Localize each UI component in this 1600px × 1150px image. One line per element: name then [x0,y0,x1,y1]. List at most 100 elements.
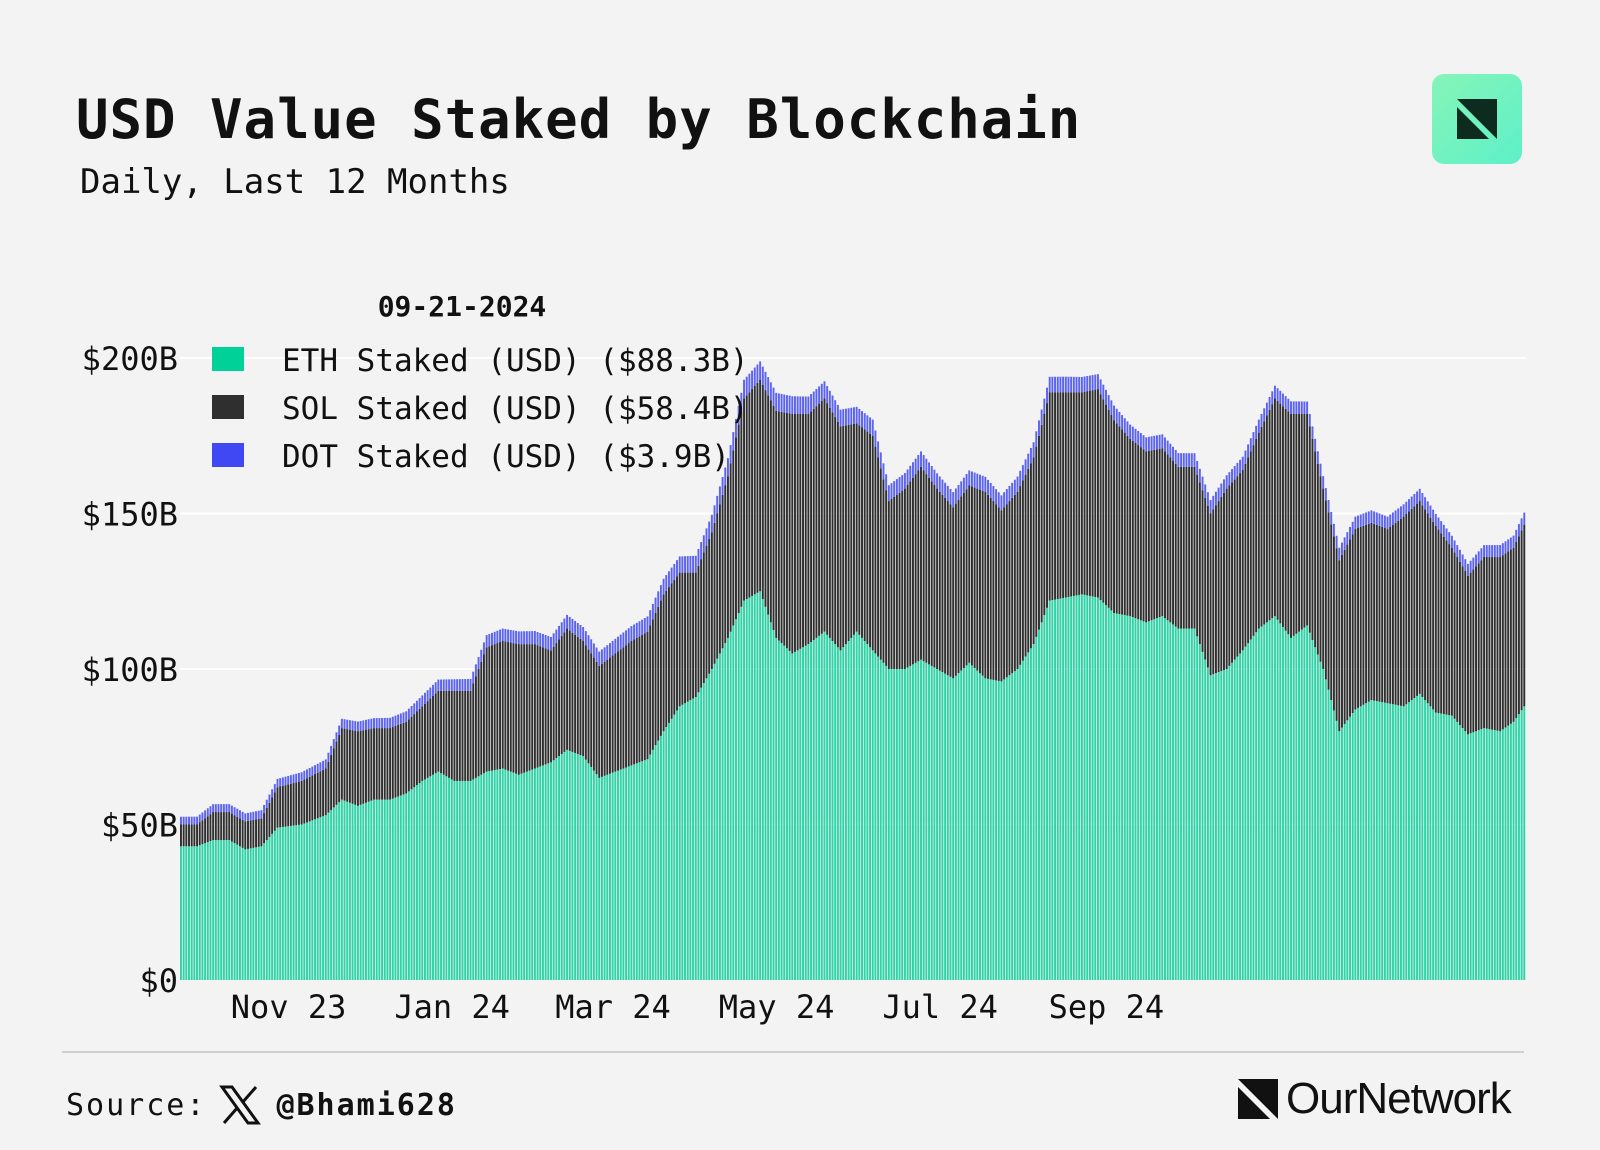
dot-bar [322,760,325,770]
eth-bar [802,647,804,980]
sol-bar [1126,435,1129,616]
eth-bar [340,799,343,980]
dot-bar [1501,543,1504,556]
x-logo-icon[interactable] [218,1083,262,1127]
sol-bar [1099,394,1102,601]
dot-bar [303,770,306,780]
dot-bar [343,719,346,729]
sol-bar [1338,560,1341,732]
eth-bar [482,773,485,980]
sol-bar [1453,552,1456,719]
dot-bar [1265,402,1268,416]
eth-bar [1150,620,1153,980]
x-tick-label: Nov 23 [231,988,347,1026]
sol-bar [1346,544,1349,721]
dot-bar [662,578,665,595]
dot-bar [1515,529,1518,542]
sol-bar [1391,524,1394,705]
dot-bar [544,635,547,649]
eth-bar [914,662,917,980]
dot-bar [1113,405,1116,421]
eth-bar [1016,669,1019,980]
dot-bar [399,713,402,724]
dot-bar [1056,376,1059,393]
eth-bar [1405,704,1408,980]
sol-bar [263,813,266,844]
dot-bar [1287,398,1290,412]
dot-bar [622,632,625,648]
source-handle[interactable]: @Bhami628 [276,1087,457,1123]
eth-bar [1424,700,1427,980]
dot-bar [815,388,818,407]
eth-bar [989,679,992,980]
eth-bar [853,634,855,980]
eth-bar [265,840,268,980]
sol-bar [375,728,378,800]
eth-bar [362,803,365,980]
dot-bar [424,692,426,704]
sol-bar [686,572,689,702]
eth-bar [504,769,507,980]
sol-bar [882,479,885,663]
eth-bar [386,799,389,980]
eth-bar [402,794,405,980]
eth-bar [598,777,601,980]
eth-bar [810,642,813,980]
eth-bar [1311,639,1314,980]
dot-bar [968,470,971,486]
chart-title: USD Value Staked by Blockchain [76,88,1082,151]
sol-bar [1306,413,1309,626]
sol-bar [247,820,249,849]
sol-bar [1504,553,1507,728]
sol-bar [1322,488,1325,669]
eth-bar [405,793,408,980]
dot-bar [1520,518,1523,531]
sol-bar [1257,432,1260,629]
eth-bar [584,759,587,980]
eth-bar [1359,706,1362,980]
eth-bar [700,687,703,980]
eth-bar [694,696,697,980]
dot-bar [1311,426,1314,439]
sol-bar [1115,423,1118,614]
dot-bar [1013,479,1016,495]
dot-bar [1383,515,1386,529]
eth-bar [1298,631,1301,980]
dot-bar [504,629,507,642]
eth-bar [233,843,236,980]
eth-bar [866,644,869,980]
dot-bar [480,649,483,662]
eth-bar [314,819,316,980]
eth-bar [1271,618,1274,980]
eth-bar [1180,628,1183,980]
dot-bar [434,682,437,694]
sol-bar [555,643,558,759]
sol-bar [539,646,542,767]
eth-bar [193,846,196,980]
dot-bar [1062,376,1065,393]
eth-bar [1316,654,1319,980]
sol-bar [185,824,188,847]
dot-bar [260,810,263,819]
sol-bar [1290,413,1292,638]
eth-bar [1032,644,1035,980]
dot-bar [190,816,193,825]
sol-bar [1016,491,1019,669]
sol-bar [228,812,231,841]
dot-bar [748,373,751,393]
sol-bar [1367,523,1370,702]
eth-bar [1314,647,1317,980]
sol-bar [670,583,673,719]
dot-bar [338,725,341,735]
dot-bar [209,806,212,815]
dot-bar [241,811,244,820]
sol-bar [1035,446,1038,637]
dot-bar [1271,391,1274,405]
eth-bar [268,836,271,980]
sol-bar [330,755,333,810]
dot-bar [1488,545,1491,558]
sol-bar [1083,391,1086,595]
dot-bar [936,473,939,489]
eth-bar [1493,730,1496,980]
dot-bar [1349,526,1351,540]
